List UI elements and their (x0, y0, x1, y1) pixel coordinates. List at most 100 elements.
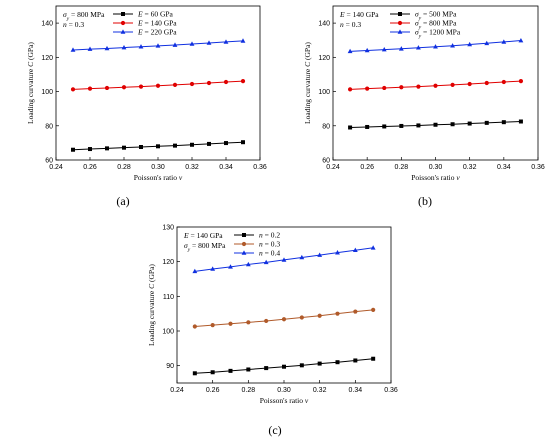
legend-marker (398, 12, 402, 16)
data-point (173, 143, 177, 148)
data-point (347, 48, 353, 54)
data-point (467, 41, 473, 47)
data-point (433, 122, 438, 127)
legend-marker (121, 12, 125, 16)
data-point (192, 371, 197, 376)
data-point (206, 40, 212, 45)
legend-label: n = 0.2 (259, 231, 280, 240)
x-tick-label: 0.24 (170, 387, 184, 394)
data-point (416, 123, 421, 128)
legend-label: σy = 1200 MPa (415, 28, 461, 40)
y-tick-label: 60 (322, 158, 330, 165)
data-point (518, 79, 524, 84)
x-tick-label: 0.24 (326, 164, 340, 171)
data-point (240, 79, 246, 84)
data-point (207, 141, 211, 146)
data-point (382, 124, 387, 129)
legend-marker (241, 241, 247, 247)
data-point (155, 83, 161, 88)
data-point (317, 361, 322, 366)
data-point (228, 368, 233, 373)
data-point (210, 266, 216, 271)
x-tick-label: 0.32 (185, 164, 199, 171)
data-point (192, 324, 197, 329)
x-tick-label: 0.24 (49, 164, 63, 171)
data-point (246, 367, 251, 372)
data-point (240, 38, 246, 43)
data-point (484, 120, 489, 125)
data-point (370, 245, 376, 250)
legend-label: n = 0.4 (259, 249, 280, 258)
data-point (87, 46, 93, 51)
x-tick-label: 0.30 (277, 387, 291, 394)
data-point (281, 257, 287, 262)
chart-panel-2: 0.24 0.26 0.28 0.30 0.32 0.34 0.36 90 100 110 120 1… (147, 225, 398, 438)
data-point (138, 44, 144, 49)
data-point (71, 147, 75, 152)
y-axis-label: Loading curvature C (GPa) (147, 264, 156, 346)
data-point (104, 45, 110, 51)
y-tick-label: 130 (162, 225, 174, 232)
data-point (224, 141, 228, 146)
data-point (241, 140, 245, 145)
data-point (467, 121, 472, 126)
data-point (105, 146, 109, 151)
chart-panel-1: 0.24 0.26 0.28 0.30 0.32 0.34 0.36 60 80 100 120 14… (303, 5, 545, 208)
data-point (299, 363, 304, 368)
data-point (371, 356, 376, 361)
legend-label: E = 140 GPa (137, 19, 177, 28)
x-tick-label: 0.34 (497, 164, 511, 171)
data-point (364, 47, 370, 53)
data-point (335, 360, 340, 365)
data-point (299, 315, 304, 320)
x-tick-label: 0.34 (349, 387, 363, 394)
data-point (416, 84, 421, 89)
data-point (501, 120, 506, 125)
data-point (348, 125, 353, 130)
data-point (139, 144, 143, 149)
data-point (70, 47, 76, 52)
data-point (317, 252, 323, 257)
data-point (365, 86, 370, 91)
data-point (190, 142, 194, 147)
data-point (433, 83, 438, 88)
data-point (122, 145, 126, 150)
data-point (347, 87, 353, 92)
data-point (228, 264, 233, 269)
data-point (156, 144, 160, 149)
y-axis-label: Loading curvature C (GPa) (303, 42, 312, 124)
data-point (264, 366, 269, 371)
x-tick-label: 0.26 (206, 387, 220, 394)
data-point (317, 313, 322, 318)
legend-marker (120, 20, 126, 26)
data-point (210, 323, 215, 328)
y-tick-label: 60 (45, 158, 53, 165)
annotation: n = 0.3 (63, 20, 84, 29)
x-tick-label: 0.32 (463, 164, 477, 171)
data-point (467, 81, 472, 87)
data-point (484, 40, 490, 46)
data-point (70, 87, 76, 92)
legend-marker (241, 250, 247, 255)
y-tick-label: 120 (318, 55, 330, 62)
legend-label: E = 60 GPa (137, 10, 174, 19)
x-tick-label: 0.32 (313, 387, 327, 394)
legend-label: n = 0.3 (259, 240, 280, 249)
data-point (371, 307, 376, 312)
data-point (450, 122, 455, 127)
data-point (121, 44, 127, 50)
data-point (353, 358, 358, 363)
x-tick-label: 0.28 (242, 387, 256, 394)
x-axis-label: Poisson's ratio ν (134, 173, 183, 182)
data-point (399, 123, 404, 128)
data-point (245, 261, 251, 267)
data-point (352, 247, 358, 253)
x-tick-label: 0.26 (360, 164, 374, 171)
data-point (518, 119, 523, 124)
x-tick-label: 0.26 (83, 164, 97, 171)
legend-marker (242, 233, 246, 237)
x-tick-label: 0.28 (117, 164, 131, 171)
plot-frame (176, 226, 392, 384)
data-point (398, 46, 404, 51)
data-point (206, 80, 212, 86)
